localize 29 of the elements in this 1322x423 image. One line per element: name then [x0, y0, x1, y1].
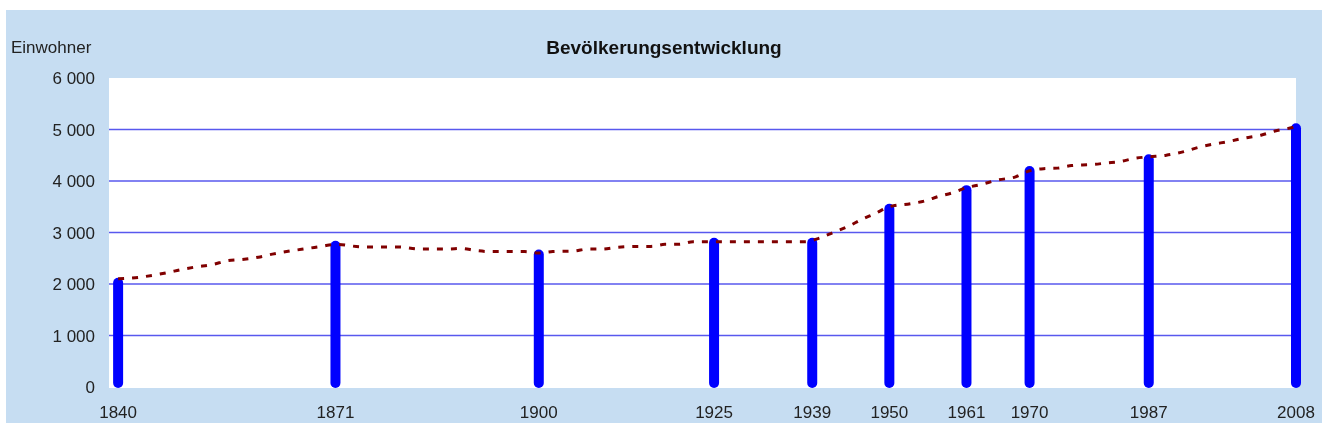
y-tick-label: 2 000	[52, 275, 95, 295]
y-axis-title: Einwohner	[11, 38, 92, 57]
y-tick-label: 1 000	[52, 326, 95, 346]
bar	[1143, 154, 1154, 388]
y-tick-label: 5 000	[52, 120, 95, 140]
x-tick-label: 1925	[695, 403, 733, 422]
chart-title: Bevölkerungsentwicklung	[546, 37, 782, 58]
bar	[1024, 166, 1035, 388]
x-tick-label: 1900	[519, 403, 558, 422]
bar	[533, 249, 544, 388]
bar	[807, 237, 818, 388]
x-tick-label: 2008	[1277, 403, 1315, 422]
bar	[709, 237, 720, 388]
bar	[113, 277, 124, 388]
bar	[961, 185, 972, 388]
x-tick-label: 1970	[1010, 403, 1049, 422]
x-tick-label: 1840	[99, 403, 138, 422]
x-tick-label: 1987	[1129, 403, 1168, 422]
x-tick-label: 1961	[947, 403, 986, 422]
x-tick-label: 1939	[793, 403, 832, 422]
x-tick-label: 1950	[870, 403, 909, 422]
bar	[884, 203, 895, 388]
x-tick-label: 1871	[316, 403, 355, 422]
bar	[1291, 123, 1301, 388]
y-tick-label: 4 000	[52, 172, 95, 192]
y-tick-label: 6 000	[52, 69, 95, 89]
bar	[330, 240, 341, 388]
y-tick-label: 0	[85, 378, 95, 398]
y-tick-label: 3 000	[52, 223, 95, 243]
